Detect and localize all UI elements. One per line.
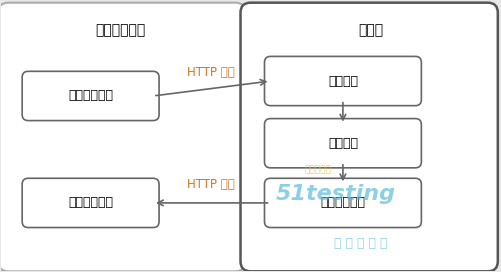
Text: 模拟请求报文: 模拟请求报文	[68, 89, 113, 103]
FancyBboxPatch shape	[22, 71, 159, 120]
Text: 51testing: 51testing	[276, 184, 395, 204]
Text: 解析应答报文: 解析应答报文	[68, 196, 113, 209]
Text: 接受请求: 接受请求	[328, 75, 358, 88]
Text: 处理请求: 处理请求	[328, 137, 358, 150]
Text: 软 件 测 试 网: 软 件 测 试 网	[334, 237, 387, 251]
Text: 发送应答信息: 发送应答信息	[321, 196, 365, 209]
Text: 服务器: 服务器	[358, 23, 383, 37]
Text: HTTP 响应: HTTP 响应	[187, 178, 234, 191]
Text: HTTP 请求: HTTP 请求	[187, 66, 234, 79]
Text: 接口测试工具: 接口测试工具	[96, 23, 146, 37]
FancyBboxPatch shape	[240, 3, 498, 271]
Text: 博为峰旗下: 博为峰旗下	[305, 165, 331, 174]
FancyBboxPatch shape	[265, 56, 421, 106]
FancyBboxPatch shape	[22, 178, 159, 228]
FancyBboxPatch shape	[0, 3, 245, 271]
FancyBboxPatch shape	[265, 119, 421, 168]
FancyBboxPatch shape	[265, 178, 421, 228]
